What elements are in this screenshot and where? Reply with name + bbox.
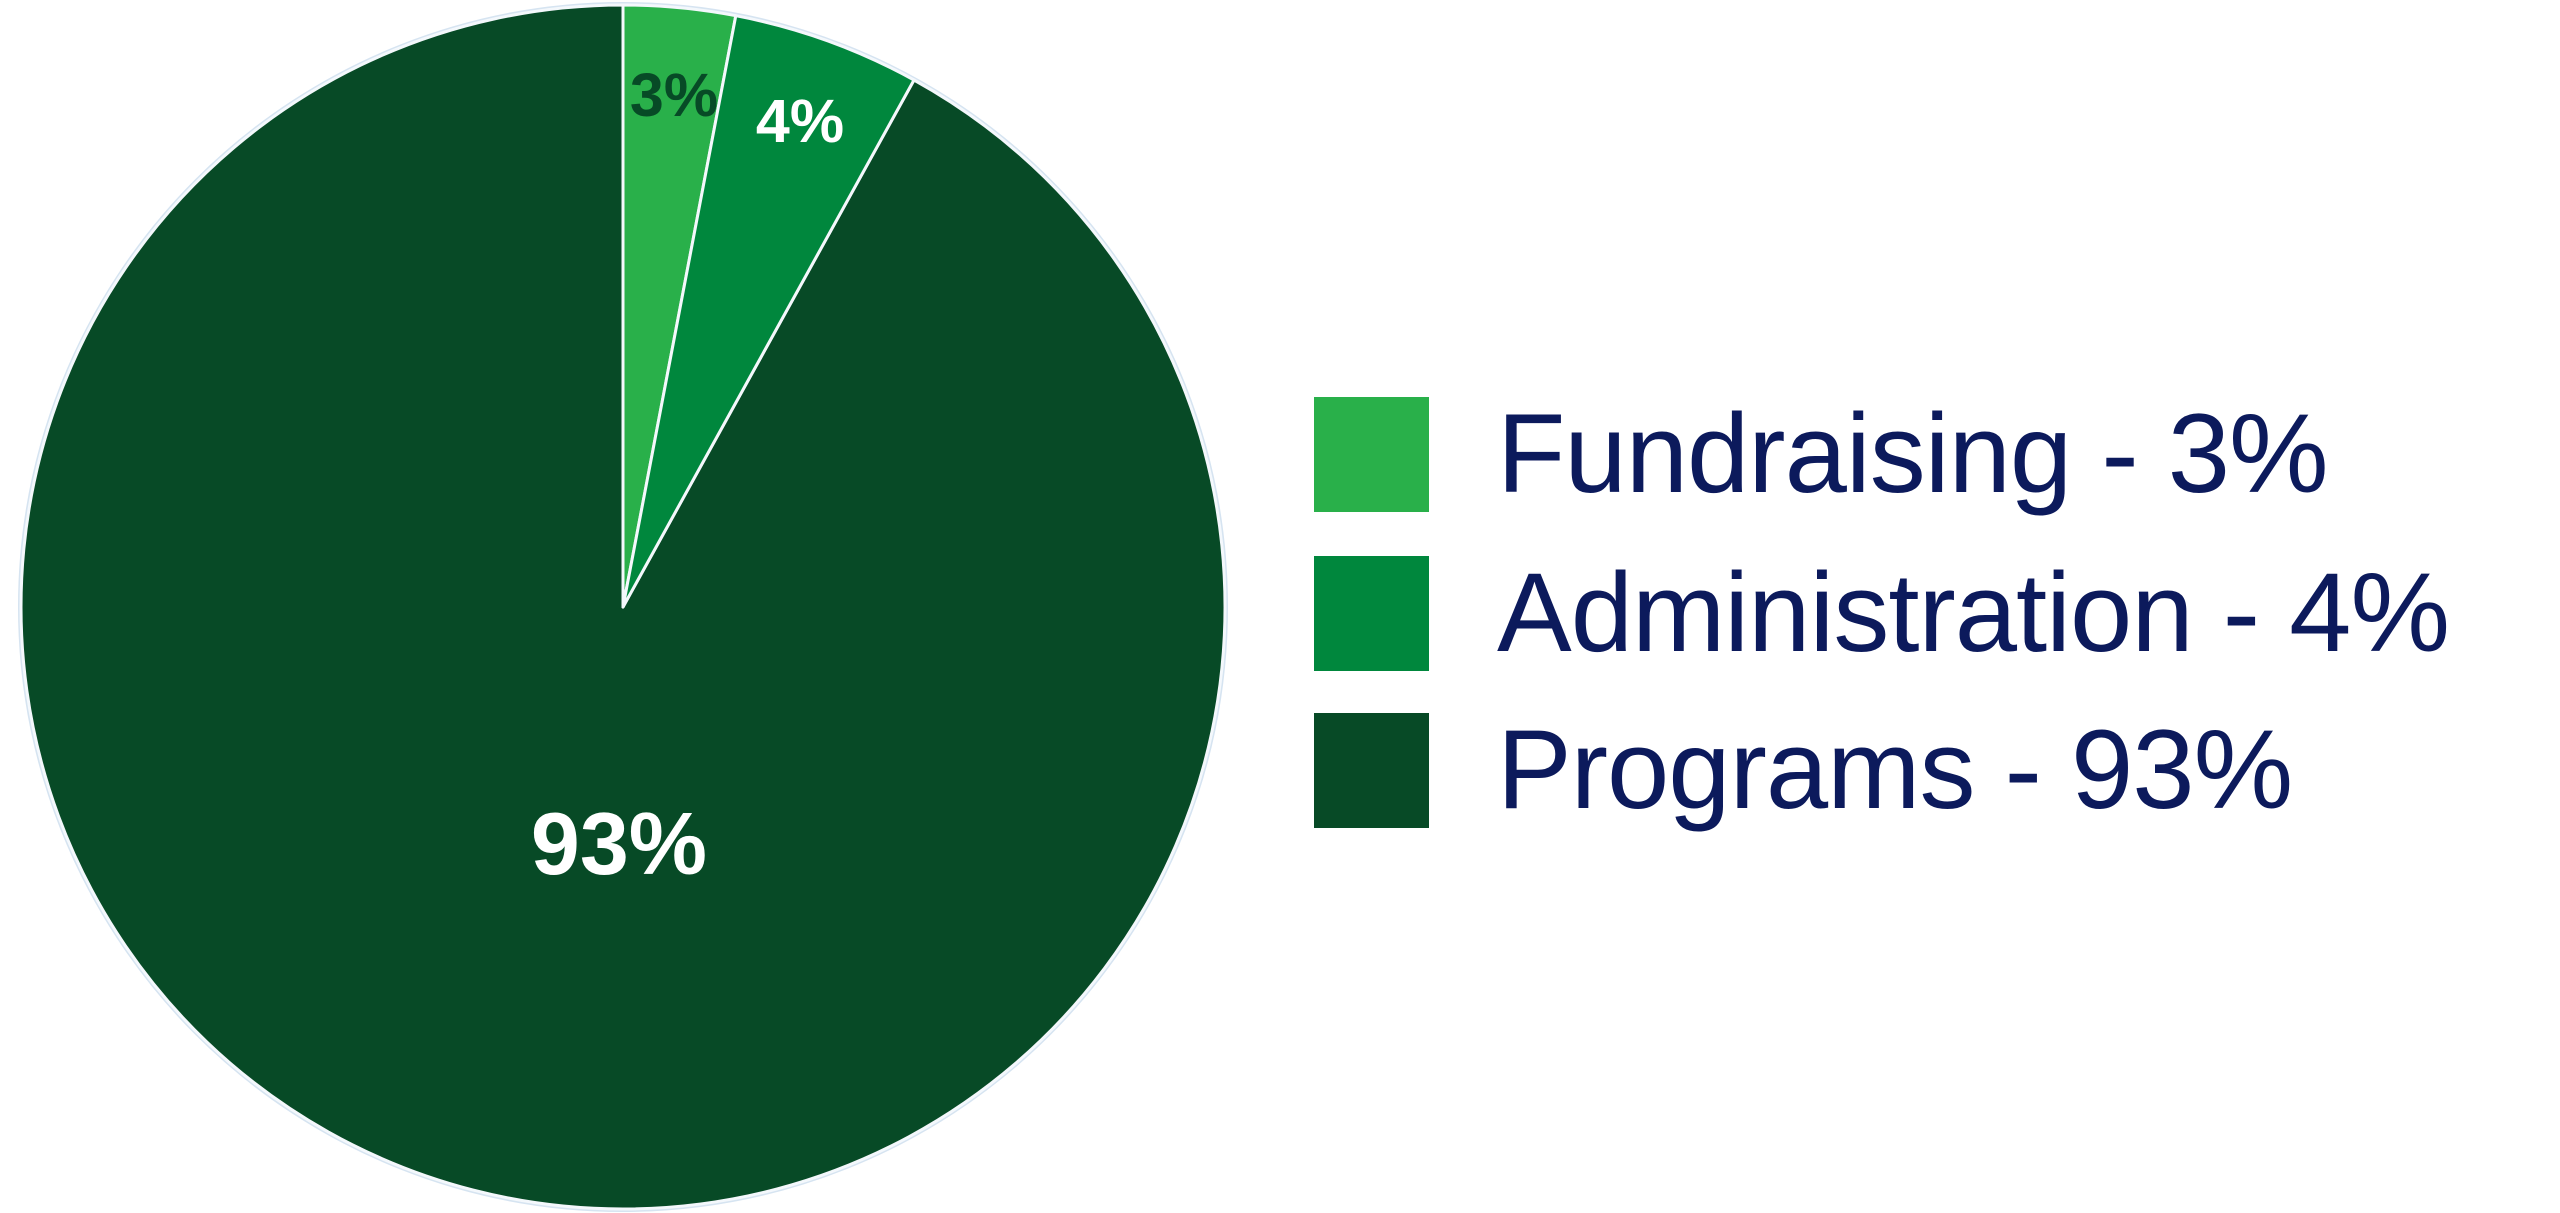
- legend-label-fundraising: Fundraising - 3%: [1497, 391, 2329, 516]
- legend-swatch-fundraising: [1314, 397, 1429, 512]
- legend-swatch-programs: [1314, 713, 1429, 828]
- legend-item-administration: Administration - 4%: [1314, 550, 2514, 675]
- slice-label-fundraising: 3%: [630, 61, 718, 129]
- legend-label-programs: Programs - 93%: [1497, 707, 2293, 832]
- legend-item-programs: Programs - 93%: [1314, 707, 2514, 832]
- pie-slice-administration[interactable]: [621, 14, 916, 609]
- pie-chart: 3% 4% 93%: [18, 2, 1228, 1212]
- legend-label-administration: Administration - 4%: [1497, 550, 2450, 675]
- slice-label-programs: 93%: [531, 794, 707, 893]
- legend-swatch-administration: [1314, 556, 1429, 671]
- slice-label-administration: 4%: [756, 87, 844, 155]
- legend-item-fundraising: Fundraising - 3%: [1314, 391, 2514, 516]
